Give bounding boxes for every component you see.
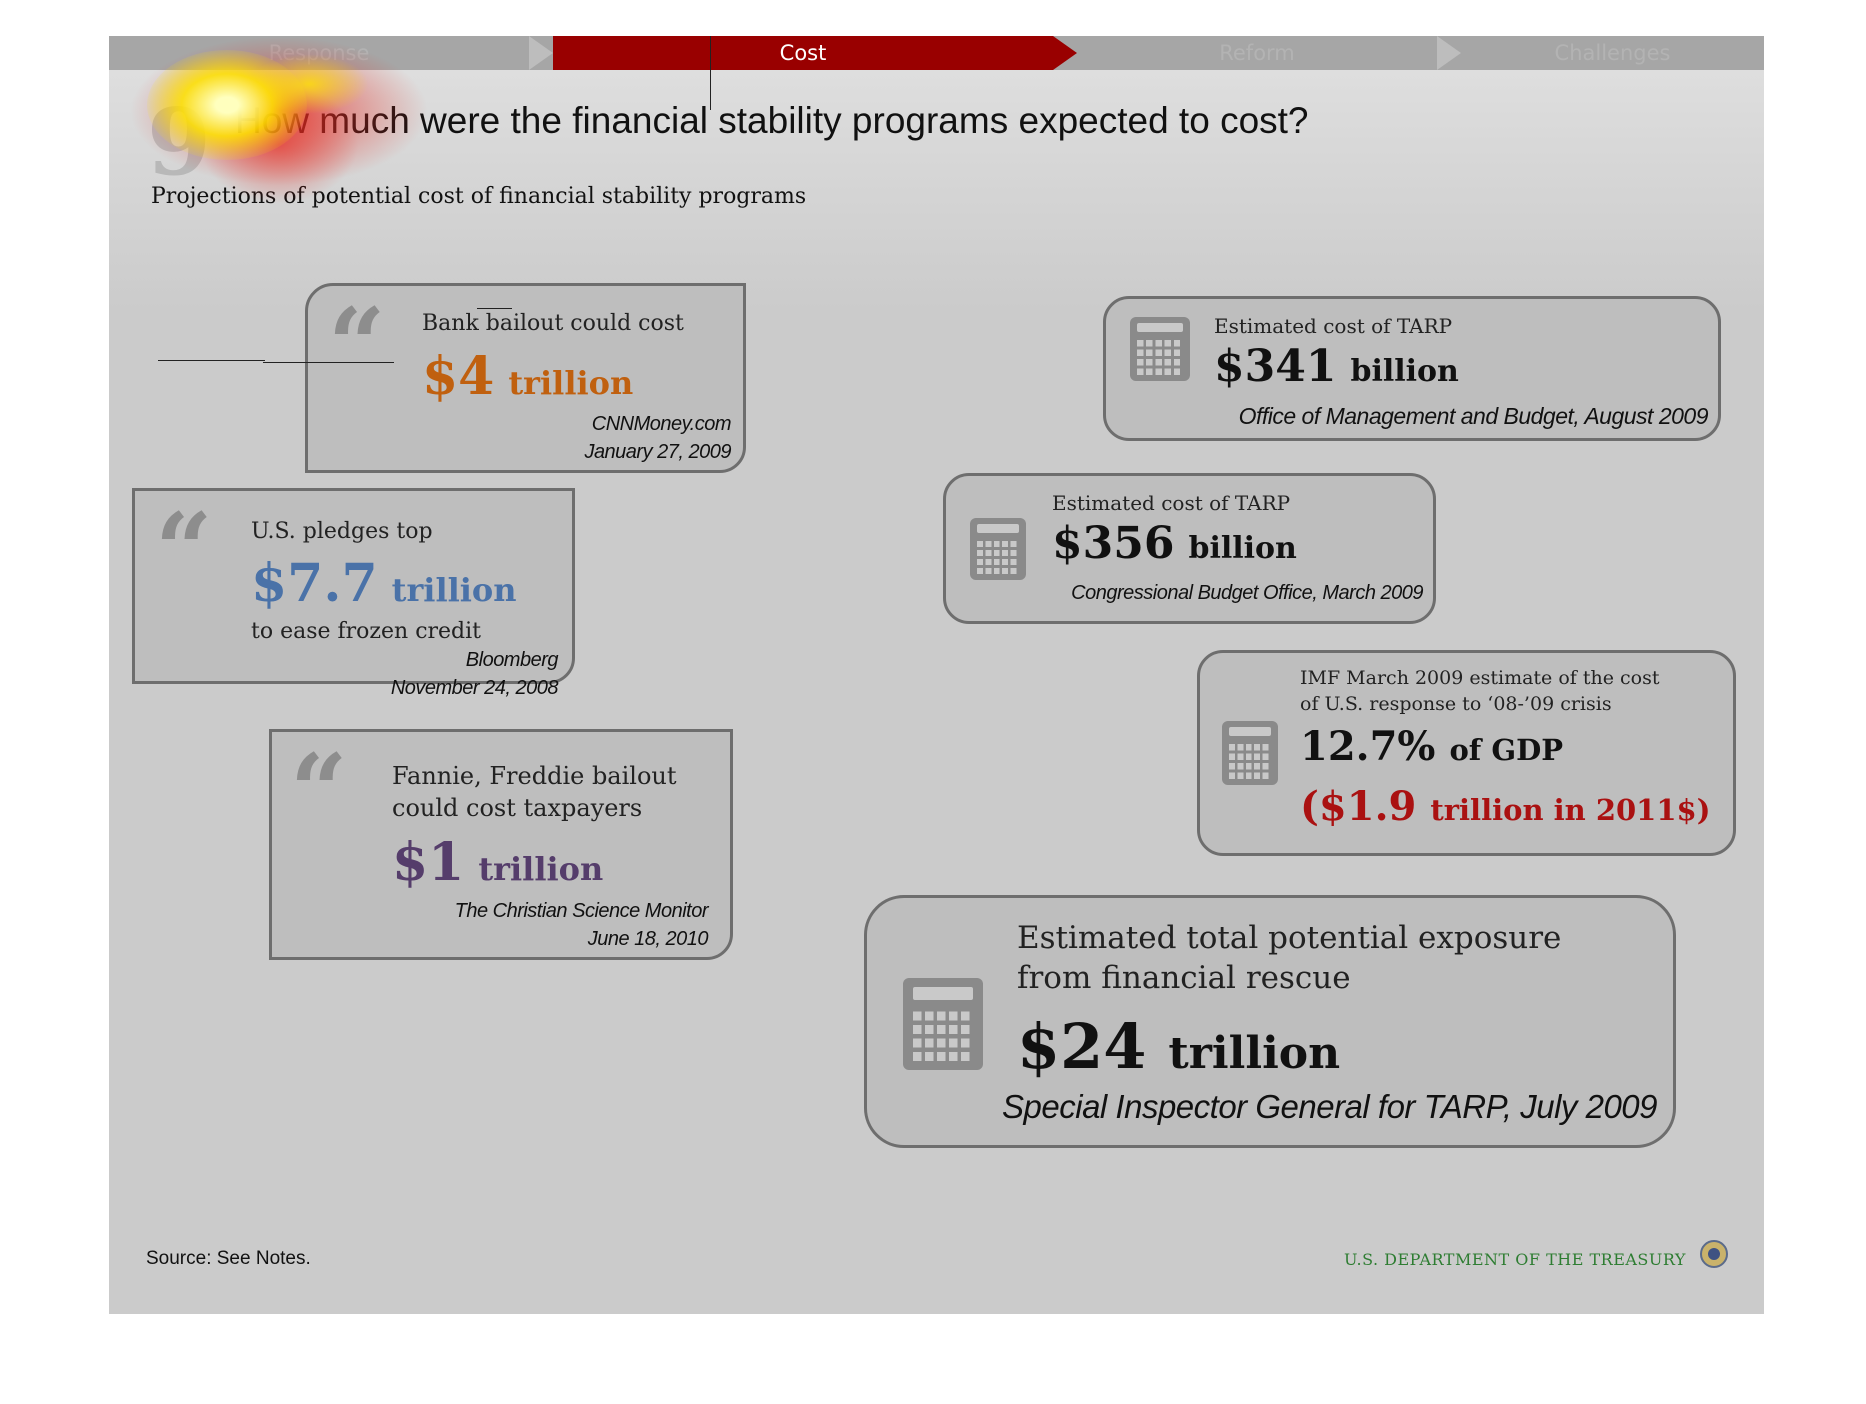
cursor-line: [710, 36, 711, 110]
tab-response[interactable]: Response: [268, 41, 370, 65]
estimate-label: from financial rescue: [1017, 960, 1351, 996]
quote-lead: could cost taxpayers: [392, 794, 643, 822]
estimate-card-imf: IMF March 2009 estimate of the cost of U…: [1197, 650, 1736, 856]
quote-source: Bloomberg: [465, 649, 559, 671]
treasury-seal-icon: [1700, 1240, 1728, 1268]
estimate-card-omb: Estimated cost of TARP $341 billion Offic…: [1103, 296, 1721, 441]
page-title: How much were the financial stability pr…: [235, 100, 1309, 141]
estimate-amount: 12.7% of GDP: [1300, 723, 1564, 770]
quote-date: November 24, 2008: [390, 677, 559, 699]
quote-amount: $4 trillion: [422, 346, 634, 407]
calculator-icon: [970, 518, 1026, 580]
quote-mark-icon: “: [290, 732, 348, 850]
page-subtitle: Projections of potential cost of financi…: [151, 184, 807, 209]
estimate-card-sigtarp: Estimated total potential exposure from …: [864, 895, 1676, 1148]
estimate-source: Special Inspector General for TARP, July…: [1002, 1088, 1657, 1125]
chevron-right-icon: [1437, 36, 1461, 70]
estimate-label: Estimated cost of TARP: [1052, 491, 1291, 515]
quote-amount: $7.7 trillion: [251, 553, 517, 614]
tab-challenges[interactable]: Challenges: [1554, 41, 1671, 65]
page-number: 9: [147, 88, 212, 196]
quote-date: January 27, 2009: [584, 441, 731, 463]
quote-tail: to ease frozen credit: [251, 619, 482, 644]
calculator-icon: [903, 978, 983, 1070]
estimate-amount: $341 billion: [1214, 341, 1459, 392]
quote-amount: $1 trillion: [392, 832, 604, 893]
estimate-label: IMF March 2009 estimate of the cost: [1300, 667, 1660, 689]
estimate-source: Congressional Budget Office, March 2009: [1071, 582, 1423, 604]
slide: Response Cost Reform Challenges 9 How mu…: [109, 36, 1764, 1314]
quote-mark-icon: “: [155, 491, 213, 609]
calculator-icon: [1222, 721, 1278, 785]
estimate-source: Office of Management and Budget, August …: [1238, 403, 1709, 429]
quote-source: CNNMoney.com: [591, 413, 732, 435]
chevron-right-icon: [1053, 36, 1077, 70]
quote-source: The Christian Science Monitor: [454, 900, 709, 922]
estimate-card-cbo: Estimated cost of TARP $356 billion Congr…: [943, 473, 1436, 624]
source-note: Source: See Notes.: [146, 1248, 311, 1269]
calculator-icon: [1130, 317, 1190, 381]
quote-lead: U.S. pledges top: [251, 519, 433, 544]
chevron-right-icon: [529, 36, 553, 70]
estimate-amount: $356 billion: [1052, 518, 1297, 569]
agency-name: U.S. DEPARTMENT OF THE TREASURY: [1344, 1250, 1686, 1269]
quote-lead: Fannie, Freddie bailout: [392, 762, 677, 790]
quote-date: June 18, 2010: [587, 928, 709, 950]
quote-card-cnnmoney: “ Bank bailout could cost $4 trillion CNN…: [305, 283, 746, 473]
section-nav: Response Cost Reform Challenges: [109, 36, 1764, 70]
estimate-label: of U.S. response to ‘08-’09 crisis: [1300, 693, 1612, 715]
estimate-label: Estimated total potential exposure: [1017, 920, 1562, 956]
quote-mark-icon: “: [328, 286, 386, 404]
estimate-amount: $24 trillion: [1017, 1010, 1341, 1083]
estimate-label: Estimated cost of TARP: [1214, 314, 1453, 338]
tab-cost[interactable]: Cost: [553, 36, 1053, 70]
quote-lead: Bank bailout could cost: [422, 311, 684, 336]
tab-reform[interactable]: Reform: [1219, 41, 1295, 65]
estimate-alt-amount: ($1.9 trillion in 2011$): [1300, 783, 1711, 830]
quote-card-csmonitor: “ Fannie, Freddie bailout could cost tax…: [269, 729, 733, 960]
quote-card-bloomberg: “ U.S. pledges top $7.7 trillion to ease …: [132, 488, 575, 699]
